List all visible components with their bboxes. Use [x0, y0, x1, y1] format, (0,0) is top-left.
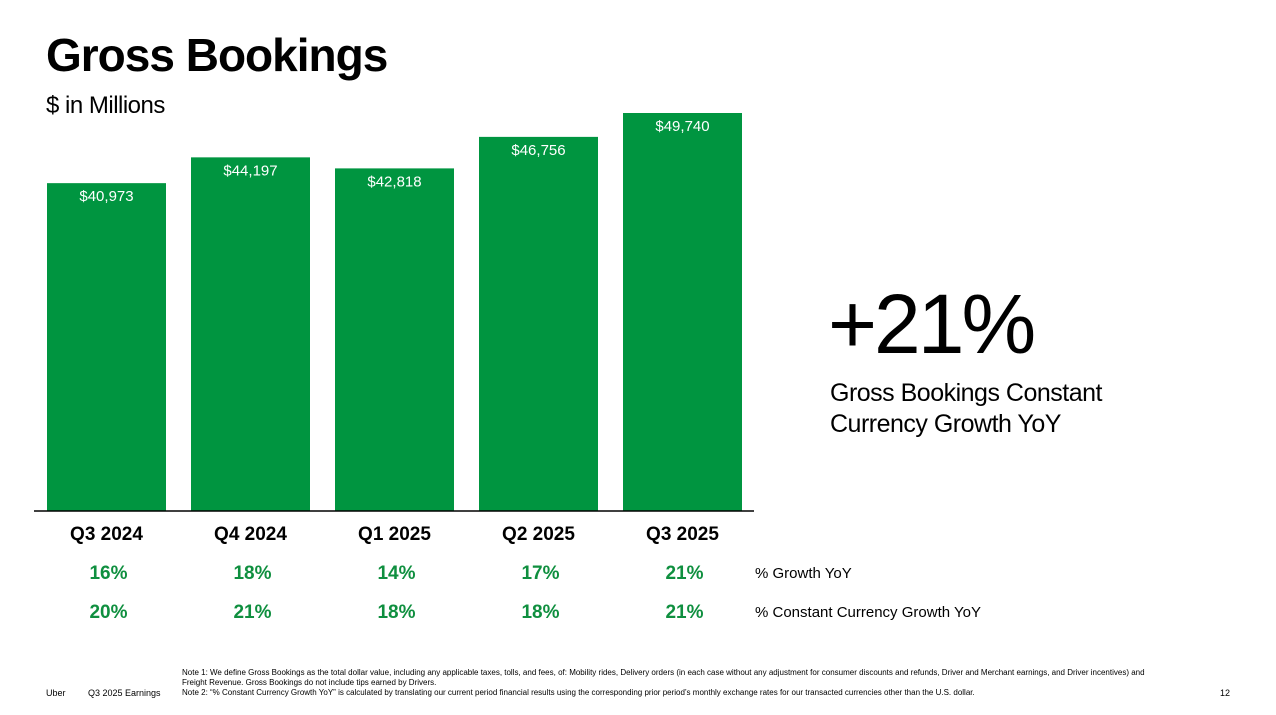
growth-yoy-row-label: % Growth YoY — [755, 565, 852, 582]
bar-value-label: $40,973 — [79, 188, 133, 205]
cc-growth-yoy-value: 21% — [665, 602, 703, 623]
growth-yoy-value: 16% — [89, 563, 127, 584]
growth-yoy-value: 21% — [665, 563, 703, 584]
cc-growth-yoy-value: 18% — [521, 602, 559, 623]
bar-q1-2025 — [335, 168, 454, 511]
growth-yoy-value: 18% — [233, 563, 271, 584]
category-label: Q1 2025 — [358, 524, 431, 545]
category-label: Q4 2024 — [214, 524, 287, 545]
highlight-caption: Gross Bookings Constant Currency Growth … — [830, 379, 1102, 439]
bar-q3-2025 — [623, 113, 742, 511]
bar-value-label: $49,740 — [655, 118, 709, 135]
bar-value-label: $44,197 — [223, 162, 277, 179]
highlight-value: +21% — [828, 277, 1036, 371]
bar-q4-2024 — [191, 157, 310, 512]
category-label: Q3 2024 — [70, 524, 143, 545]
cc-growth-yoy-row-label: % Constant Currency Growth YoY — [755, 604, 981, 621]
bar-q3-2024 — [47, 183, 166, 512]
category-label: Q2 2025 — [502, 524, 575, 545]
category-label: Q3 2025 — [646, 524, 719, 545]
bar-value-label: $46,756 — [511, 142, 565, 159]
cc-growth-yoy-value: 21% — [233, 602, 271, 623]
page-title: Gross Bookings — [46, 29, 388, 81]
bar-q2-2025 — [479, 136, 598, 511]
growth-yoy-value: 14% — [377, 563, 415, 584]
cc-growth-yoy-value: 20% — [89, 602, 127, 623]
growth-yoy-value: 17% — [521, 563, 559, 584]
bar-value-label: $42,818 — [367, 173, 421, 190]
page-subtitle: $ in Millions — [46, 92, 165, 119]
cc-growth-yoy-value: 18% — [377, 602, 415, 623]
